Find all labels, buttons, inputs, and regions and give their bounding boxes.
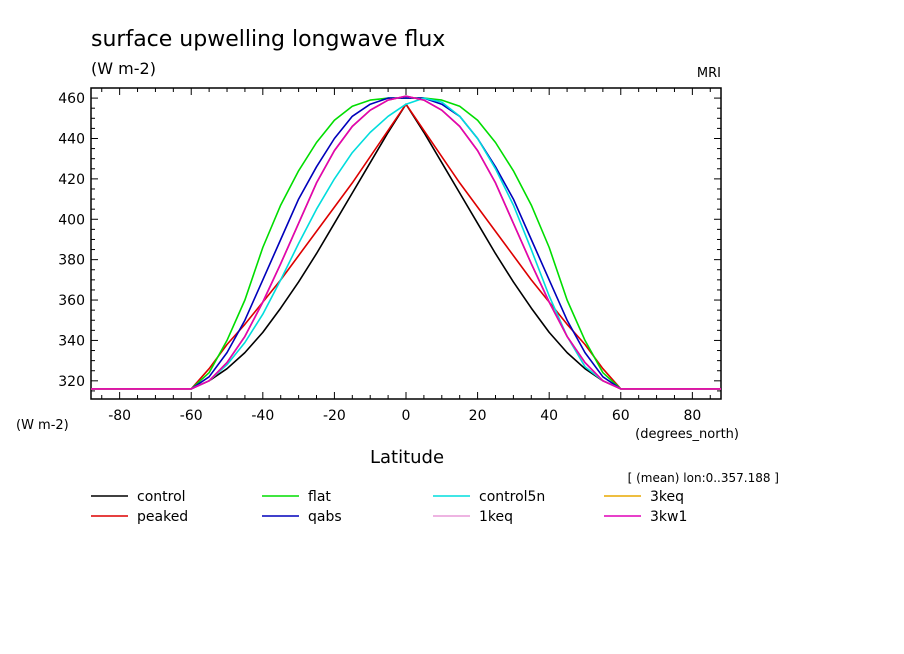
series-line-3kw1	[91, 95, 721, 390]
chart-units: (W m-2)	[91, 59, 156, 78]
series-line-control5n	[91, 97, 721, 390]
legend-label-3keq: 3keq	[650, 489, 684, 505]
y-tick-label: 460	[58, 91, 85, 107]
y-tick-label: 440	[58, 131, 85, 147]
x-axis-units: (degrees_north)	[635, 427, 739, 442]
legend-label-flat: flat	[308, 489, 331, 505]
x-tick-label: -60	[180, 408, 203, 424]
series-line-qabs	[91, 97, 721, 390]
legend-label-control5n: control5n	[479, 489, 545, 505]
legend: control peaked flat qabs control5n 1keq 3keq 3k…	[91, 489, 687, 525]
x-tick-label: -80	[108, 408, 131, 424]
x-tick-label: 0	[402, 408, 411, 424]
legend-label-control: control	[137, 489, 186, 505]
legend-label-qabs: qabs	[308, 509, 342, 525]
y-tick-label: 340	[58, 333, 85, 349]
y-tick-label: 320	[58, 374, 85, 390]
y-tick-label: 420	[58, 172, 85, 188]
x-tick-label: 80	[683, 408, 701, 424]
x-tick-label: -20	[323, 408, 346, 424]
x-tick-label: -40	[251, 408, 274, 424]
source-label: MRI	[697, 66, 721, 81]
x-axis-title: Latitude	[370, 447, 444, 468]
legend-label-3kw1: 3kw1	[650, 509, 687, 525]
x-tick-label: 20	[469, 408, 487, 424]
y-tick-label: 360	[58, 293, 85, 309]
x-tick-label: 40	[540, 408, 558, 424]
y-tick-label: 380	[58, 253, 85, 269]
chart-title: surface upwelling longwave flux	[91, 27, 445, 52]
mean-annotation: [ (mean) lon:0..357.188 ]	[628, 471, 779, 485]
legend-label-1keq: 1keq	[479, 509, 513, 525]
legend-label-peaked: peaked	[137, 509, 188, 525]
x-tick-label: 60	[612, 408, 630, 424]
y-tick-label: 400	[58, 212, 85, 228]
y-axis-units: (W m-2)	[16, 418, 69, 433]
